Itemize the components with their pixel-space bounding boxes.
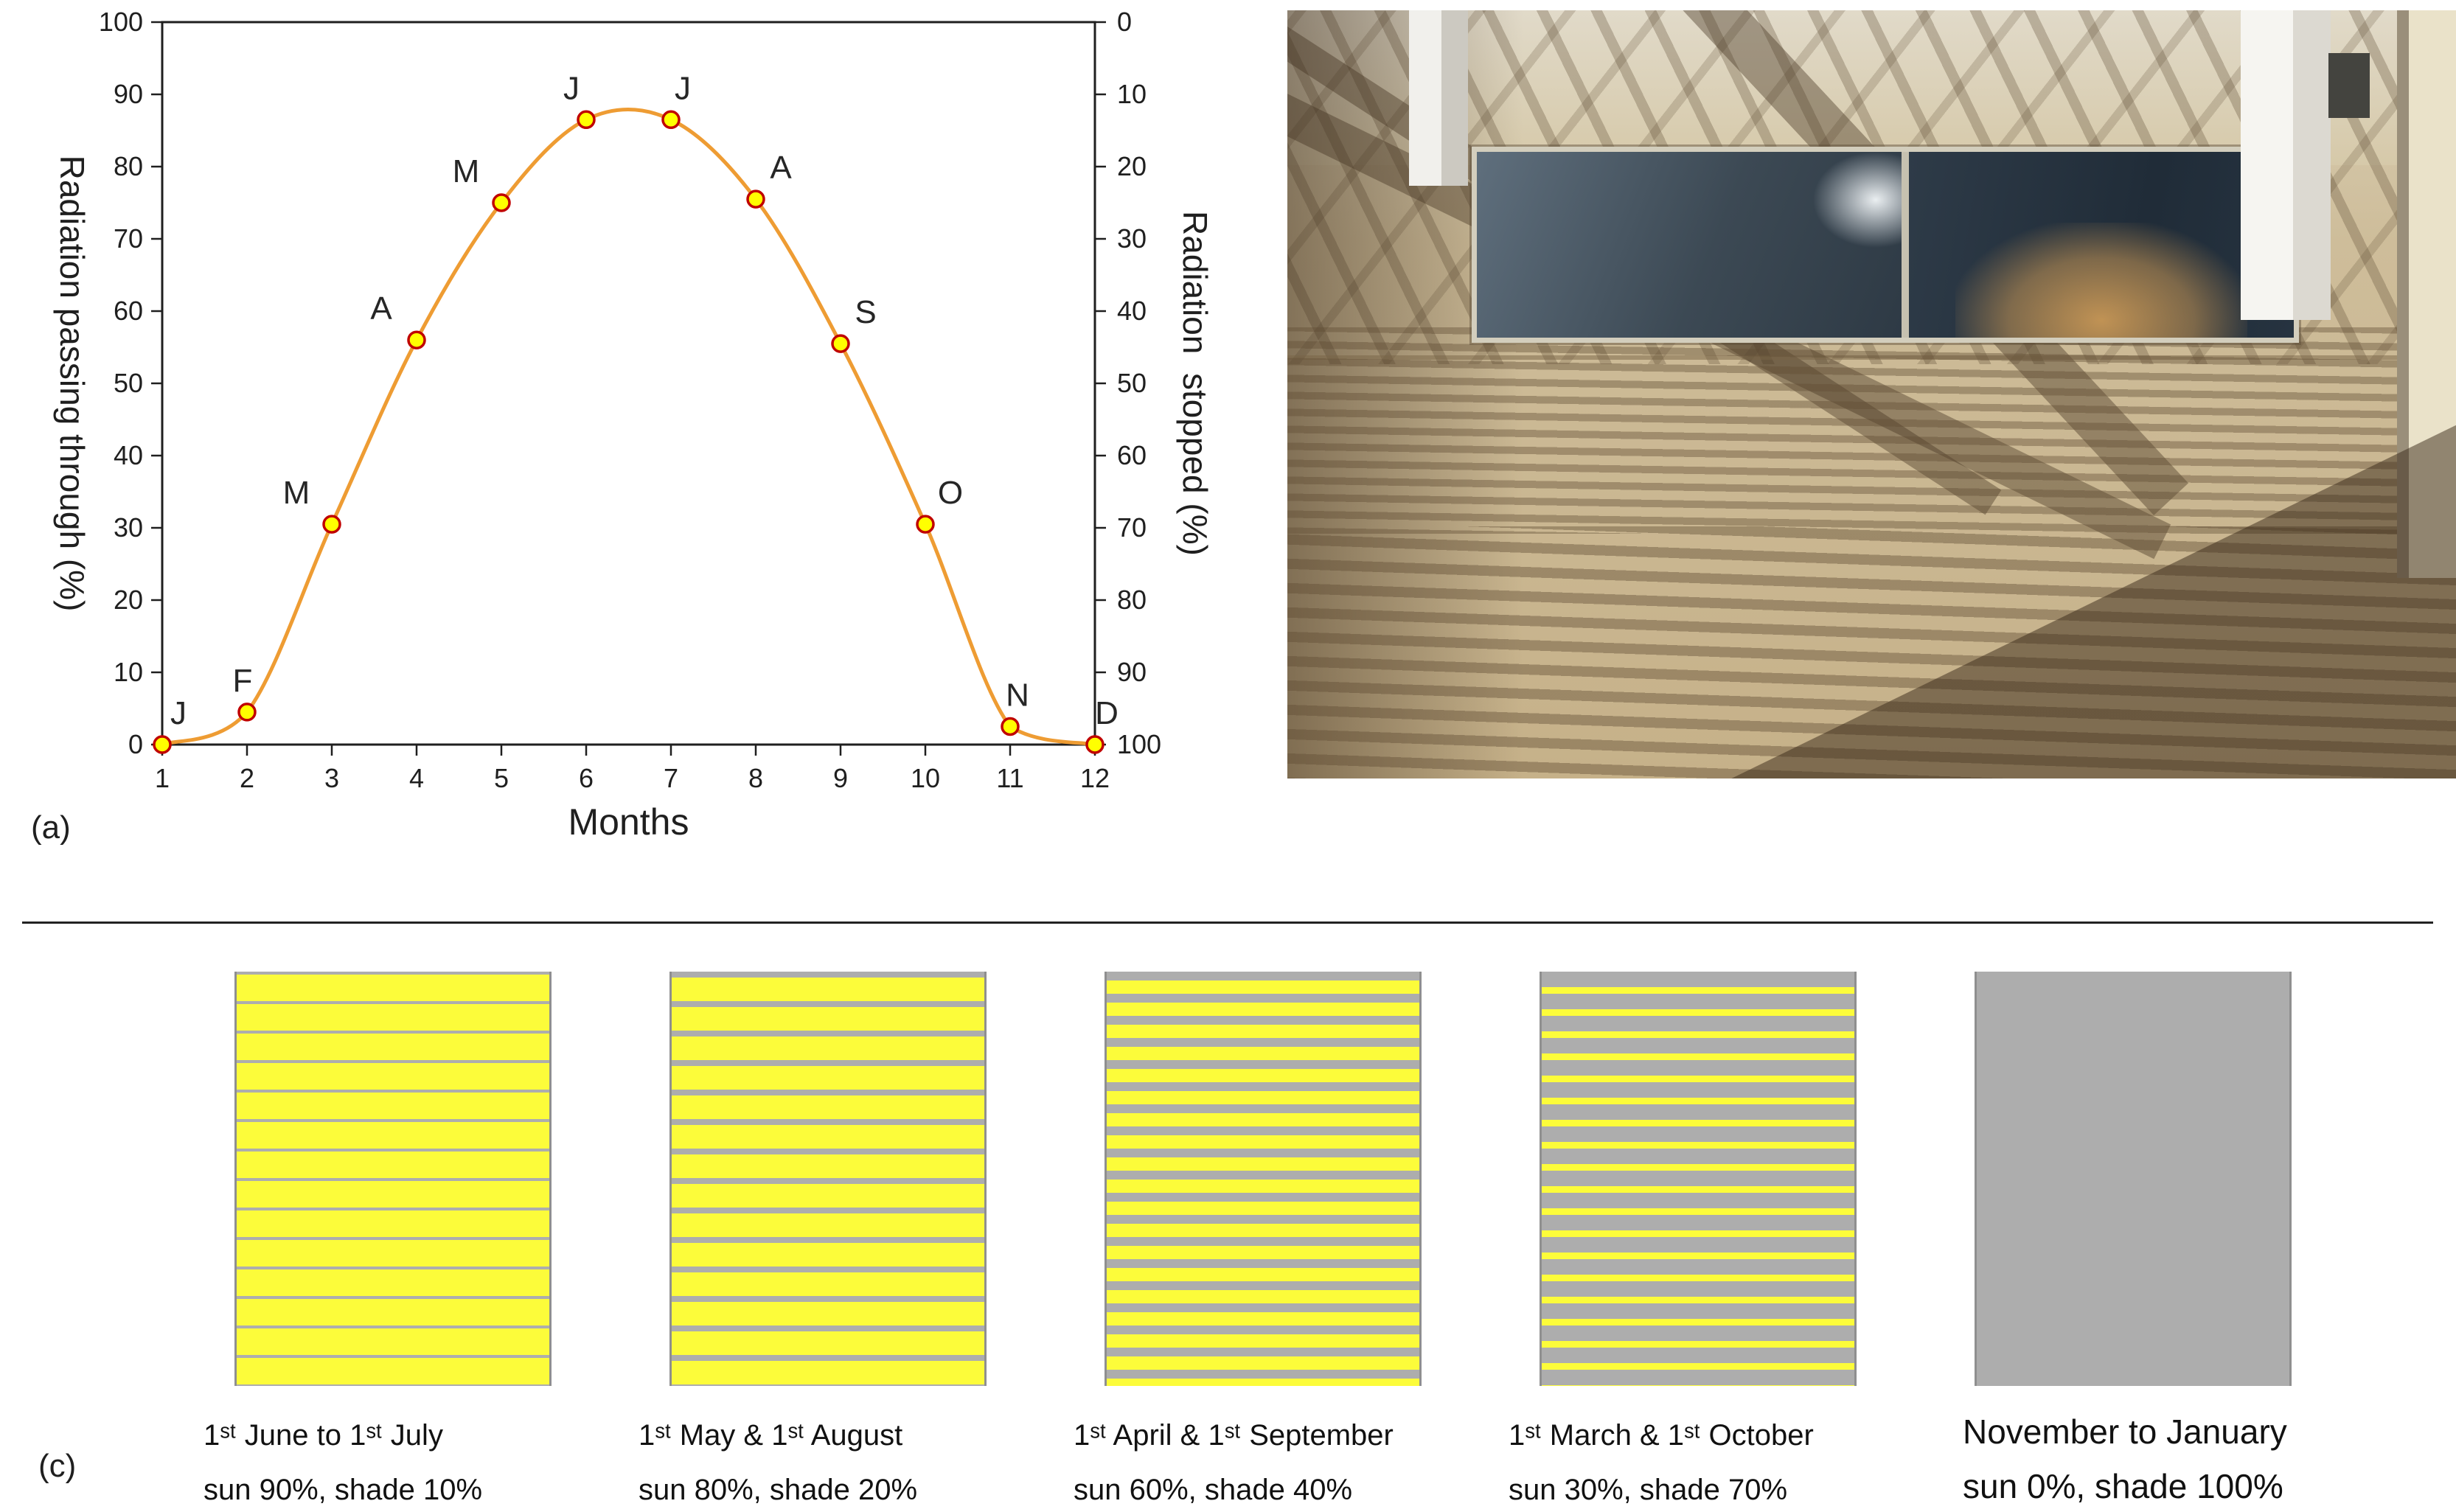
svg-text:90: 90 bbox=[1117, 657, 1147, 687]
svg-text:100: 100 bbox=[99, 7, 143, 37]
svg-text:10: 10 bbox=[1117, 79, 1147, 109]
svg-text:Radiation passing through (%): Radiation passing through (%) bbox=[53, 156, 91, 612]
skylight-pane-left bbox=[1477, 152, 1902, 338]
svg-text:80: 80 bbox=[114, 151, 143, 181]
svg-text:60: 60 bbox=[1117, 440, 1147, 470]
panel-b-photo: (b) bbox=[1287, 10, 2456, 778]
skylight-frame-divider bbox=[1902, 152, 1910, 338]
svg-text:30: 30 bbox=[1117, 223, 1147, 254]
svg-text:0: 0 bbox=[128, 729, 143, 759]
skylight-pane-right bbox=[1909, 152, 2294, 338]
swatch-caption-line1: 1ˢᵗ March & 1ˢᵗ October bbox=[1509, 1419, 1814, 1452]
swatch-caption-line1: 1ˢᵗ April & 1ˢᵗ September bbox=[1074, 1419, 1394, 1452]
section-divider bbox=[22, 922, 2433, 924]
svg-text:J: J bbox=[675, 70, 691, 106]
skylight-sand-reflection bbox=[1955, 222, 2248, 338]
svg-text:6: 6 bbox=[579, 763, 594, 793]
svg-text:90: 90 bbox=[114, 79, 143, 109]
svg-text:2: 2 bbox=[240, 763, 254, 793]
photo-junction-box bbox=[2328, 53, 2370, 118]
svg-text:100: 100 bbox=[1117, 729, 1161, 759]
skylight-reflection-glow bbox=[1813, 152, 1902, 248]
shading-swatch-block-march-october: 1ˢᵗ March & 1ˢᵗ October sun 30%, shade 7… bbox=[1509, 972, 1857, 1512]
svg-text:3: 3 bbox=[324, 763, 339, 793]
stripe-swatch-june-july bbox=[234, 972, 552, 1386]
svg-text:F: F bbox=[233, 663, 253, 699]
shading-swatch-block-june-july: 1ˢᵗ June to 1ˢᵗ July sun 90%, shade 10% bbox=[203, 972, 552, 1512]
svg-text:11: 11 bbox=[996, 763, 1023, 793]
swatch-caption-line2: sun 80%, shade 20% bbox=[639, 1474, 918, 1506]
shading-swatch-block-november-january: November to January sun 0%, shade 100% bbox=[1963, 972, 2292, 1512]
swatch-caption: 1ˢᵗ May & 1ˢᵗ August sun 80%, shade 20% bbox=[639, 1408, 1051, 1512]
swatch-caption: 1ˢᵗ March & 1ˢᵗ October sun 30%, shade 7… bbox=[1509, 1408, 1921, 1512]
panel-a-chart: 0 10 20 30 40 50 60 70 80 90 100 0 10 20 30 40 50 60 70 80 9… bbox=[0, 0, 1253, 892]
svg-text:12: 12 bbox=[1080, 763, 1110, 793]
swatch-caption-line1: November to January bbox=[1963, 1412, 2287, 1451]
swatch-caption-line2: sun 30%, shade 70% bbox=[1509, 1474, 1788, 1506]
svg-text:S: S bbox=[855, 294, 876, 330]
svg-text:O: O bbox=[938, 475, 963, 511]
svg-text:5: 5 bbox=[494, 763, 509, 793]
courtyard-photo bbox=[1287, 10, 2456, 778]
svg-text:D: D bbox=[1095, 695, 1119, 731]
swatch-caption: 1ˢᵗ April & 1ˢᵗ September sun 60%, shade… bbox=[1074, 1408, 1486, 1512]
swatch-caption: November to January sun 0%, shade 100% bbox=[1963, 1405, 2376, 1512]
svg-text:M: M bbox=[453, 153, 480, 189]
swatch-caption-line1: 1ˢᵗ June to 1ˢᵗ July bbox=[203, 1419, 443, 1452]
photo-louver-shadow-stripes-mid bbox=[1287, 327, 2456, 534]
svg-text:J: J bbox=[563, 70, 580, 106]
svg-text:M: M bbox=[283, 475, 310, 511]
swatch-caption: 1ˢᵗ June to 1ˢᵗ July sun 90%, shade 10% bbox=[203, 1408, 616, 1512]
svg-text:Months: Months bbox=[568, 801, 689, 843]
panel-c-label: (c) bbox=[38, 1448, 77, 1484]
svg-text:A: A bbox=[370, 290, 392, 327]
svg-text:20: 20 bbox=[1117, 151, 1147, 181]
photo-post-right bbox=[2241, 10, 2331, 320]
svg-text:40: 40 bbox=[1117, 296, 1147, 326]
stripe-swatch-march-october bbox=[1540, 972, 1857, 1386]
photo-left-shadow bbox=[1287, 10, 1523, 778]
svg-text:1: 1 bbox=[155, 763, 170, 793]
svg-text:50: 50 bbox=[1117, 368, 1147, 398]
svg-text:70: 70 bbox=[114, 223, 143, 254]
svg-text:N: N bbox=[1006, 677, 1029, 714]
svg-text:70: 70 bbox=[1117, 512, 1147, 543]
swatch-caption-line2: sun 0%, shade 100% bbox=[1963, 1466, 2283, 1505]
svg-text:60: 60 bbox=[114, 296, 143, 326]
svg-text:7: 7 bbox=[664, 763, 678, 793]
svg-text:20: 20 bbox=[114, 585, 143, 615]
stripe-swatch-april-september bbox=[1104, 972, 1422, 1386]
swatch-caption-line1: 1ˢᵗ May & 1ˢᵗ August bbox=[639, 1419, 903, 1452]
shading-swatch-block-april-september: 1ˢᵗ April & 1ˢᵗ September sun 60%, shade… bbox=[1074, 972, 1422, 1512]
svg-text:50: 50 bbox=[114, 368, 143, 398]
svg-text:4: 4 bbox=[409, 763, 424, 793]
svg-text:8: 8 bbox=[748, 763, 763, 793]
svg-text:9: 9 bbox=[833, 763, 848, 793]
stripe-swatch-november-january bbox=[1975, 972, 2292, 1386]
panel-a-label: (a) bbox=[31, 809, 71, 846]
stripe-swatch-may-august bbox=[669, 972, 987, 1386]
svg-text:10: 10 bbox=[911, 763, 940, 793]
svg-text:A: A bbox=[770, 150, 792, 186]
svg-text:40: 40 bbox=[114, 440, 143, 470]
photo-skylight-glass bbox=[1472, 147, 2299, 343]
svg-text:10: 10 bbox=[114, 657, 143, 687]
swatch-caption-line2: sun 90%, shade 10% bbox=[203, 1474, 483, 1506]
photo-platform-edge bbox=[1287, 355, 2456, 360]
svg-text:J: J bbox=[170, 695, 187, 731]
svg-text:Radiation stopped (%): Radiation stopped (%) bbox=[1176, 211, 1214, 556]
shading-swatch-block-may-august: 1ˢᵗ May & 1ˢᵗ August sun 80%, shade 20% bbox=[639, 972, 987, 1512]
radiation-chart: 0 10 20 30 40 50 60 70 80 90 100 0 10 20 30 40 50 60 70 80 9… bbox=[53, 7, 1214, 843]
svg-text:30: 30 bbox=[114, 512, 143, 543]
svg-text:80: 80 bbox=[1117, 585, 1147, 615]
swatch-caption-line2: sun 60%, shade 40% bbox=[1074, 1474, 1353, 1506]
photo-post-left bbox=[1409, 10, 1468, 186]
svg-text:0: 0 bbox=[1117, 7, 1132, 37]
